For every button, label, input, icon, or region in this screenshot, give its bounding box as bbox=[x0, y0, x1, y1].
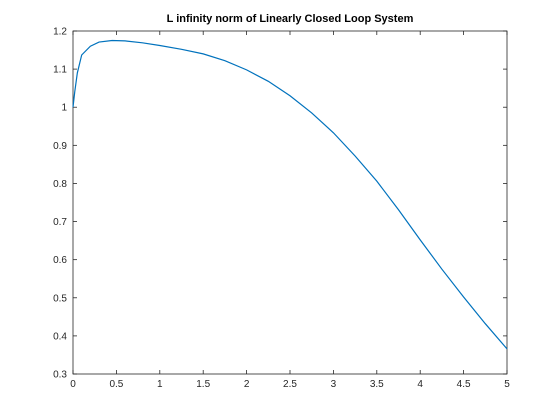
x-tick-label: 2 bbox=[244, 379, 250, 390]
y-tick-label: 0.4 bbox=[53, 331, 67, 342]
x-tick-label: 4 bbox=[417, 379, 423, 390]
x-tick-label: 1.5 bbox=[196, 379, 210, 390]
y-tick-label: 0.9 bbox=[53, 141, 67, 152]
x-tick-label: 3.5 bbox=[370, 379, 384, 390]
x-tick-label: 1 bbox=[157, 379, 163, 390]
y-tick-label: 1.1 bbox=[53, 65, 67, 76]
chart-title: L infinity norm of Linearly Closed Loop … bbox=[167, 13, 414, 25]
x-tick-label: 2.5 bbox=[283, 379, 297, 390]
y-tick-label: 0.5 bbox=[53, 293, 67, 304]
x-tick-label: 5 bbox=[504, 379, 510, 390]
y-tick-label: 1.2 bbox=[53, 27, 67, 38]
x-tick-label: 0 bbox=[70, 379, 76, 390]
y-tick-label: 0.6 bbox=[53, 255, 67, 266]
x-tick-label: 4.5 bbox=[457, 379, 471, 390]
y-tick-label: 0.7 bbox=[53, 217, 67, 228]
y-tick-label: 0.8 bbox=[53, 179, 67, 190]
y-tick-label: 1 bbox=[61, 103, 67, 114]
plot-area bbox=[72, 30, 508, 375]
x-tick-label: 3 bbox=[331, 379, 337, 390]
data-line bbox=[72, 39, 508, 350]
x-tick-label: 0.5 bbox=[109, 379, 123, 390]
y-tick-label: 0.3 bbox=[53, 370, 67, 381]
